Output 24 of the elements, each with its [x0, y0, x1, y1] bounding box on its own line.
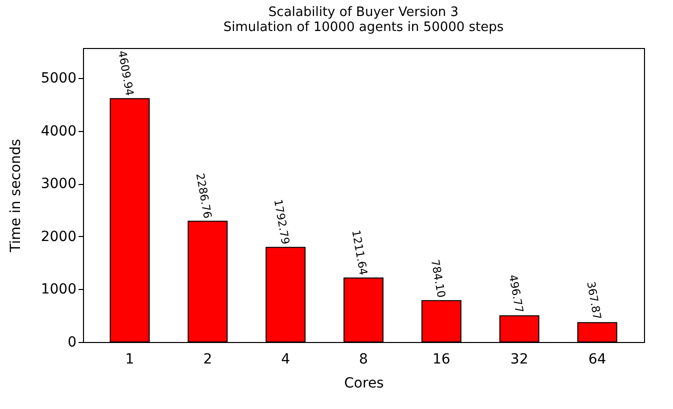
- text: 367.87: [584, 280, 604, 321]
- y-tick-label: 5000: [40, 70, 76, 87]
- text: 4609.94: [115, 50, 136, 97]
- y-axis-title: Time in seconds: [8, 138, 24, 254]
- x-tick-label: 2: [203, 352, 212, 368]
- x-tick-label: 64: [588, 352, 606, 368]
- y-tick-label: 4000: [40, 123, 76, 140]
- y-tick-label: 1000: [40, 282, 76, 298]
- y-tick-label: 3000: [40, 176, 76, 192]
- x-tick-label: 8: [359, 352, 368, 368]
- y-tick-label: 2000: [40, 228, 76, 245]
- chart-title: Scalability of Buyer Version 3: [268, 5, 459, 20]
- x-tick-label: 32: [510, 352, 528, 368]
- y-tick-label: 0: [68, 334, 76, 350]
- x-axis-title: Cores: [344, 376, 384, 392]
- text: 1792.79: [271, 198, 292, 246]
- chart-subtitle: Simulation of 10000 agents in 50000 steps: [223, 20, 504, 35]
- text: 784.10: [428, 258, 448, 299]
- x-tick-label: 4: [281, 352, 290, 368]
- text: 496.77: [506, 274, 526, 314]
- text: 2286.76: [193, 172, 214, 220]
- x-tick-label: 16: [432, 352, 450, 368]
- x-tick-label: 1: [125, 352, 134, 368]
- text: 1211.64: [349, 229, 370, 276]
